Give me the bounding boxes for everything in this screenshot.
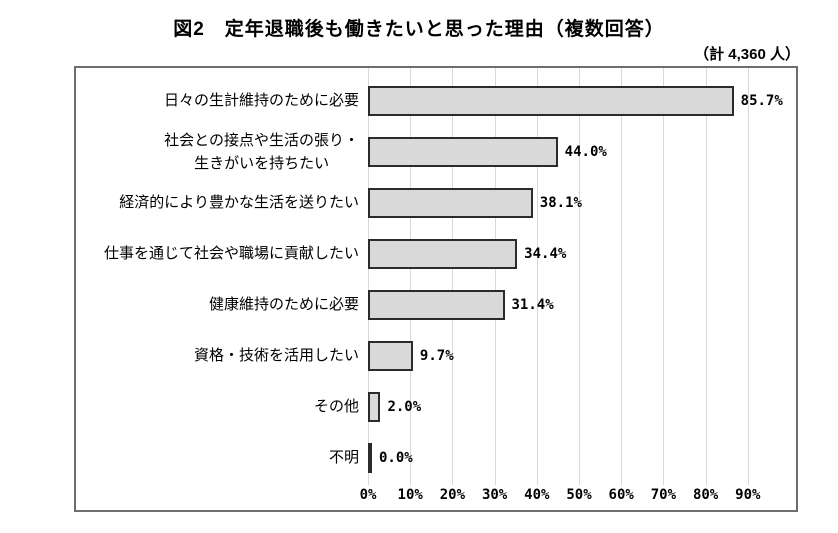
category-label: 資格・技術を活用したい: [193, 347, 359, 364]
x-tick-label: 10%: [397, 487, 423, 503]
gridline-40%: [536, 68, 538, 485]
bar-row: 日々の生計維持のために必要 85.7%: [76, 75, 796, 126]
value-label: 2.0%: [387, 398, 422, 415]
category-label-cell: 健康維持のために必要: [76, 293, 368, 316]
category-label-cell: 不明: [76, 446, 368, 469]
bar-row: 資格・技術を活用したい 9.7%: [76, 330, 796, 381]
bar: [368, 391, 381, 422]
bar-track: 44.0%: [368, 126, 796, 177]
gridline-50%: [579, 68, 580, 485]
category-label: 不明: [328, 449, 359, 466]
bar: [368, 442, 372, 473]
bar-row: 社会との接点や生活の張り・ 生きがいを持ちたい 44.0%: [76, 126, 796, 177]
bar-row: その他 2.0%: [76, 381, 796, 432]
gridline-70%: [663, 68, 665, 485]
gridline-10%: [410, 68, 412, 485]
value-label: 44.0%: [564, 143, 607, 160]
category-label: 日々の生計維持のために必要: [163, 92, 359, 109]
value-label: 85.7%: [740, 92, 783, 109]
x-tick-label: 80%: [692, 487, 719, 503]
value-label: 31.4%: [511, 296, 554, 313]
value-label: 38.1%: [539, 194, 582, 211]
x-tick-label: 50%: [566, 487, 592, 503]
bar: [368, 187, 533, 218]
bar-track: 34.4%: [368, 228, 796, 279]
bar-track: 31.4%: [368, 279, 796, 330]
bar-track: 2.0%: [368, 381, 796, 432]
x-tick-label: 70%: [650, 487, 677, 503]
category-label: 仕事を通じて社会や職場に貢献したい: [103, 245, 359, 262]
category-label-cell: 資格・技術を活用したい: [76, 344, 368, 367]
x-tick-label: 40%: [524, 487, 550, 503]
x-tick-label: 90%: [735, 487, 761, 503]
bar-track: 9.7%: [368, 330, 796, 381]
chart-plot-box: 日々の生計維持のために必要 85.7% 社会との接点や生活の張り・ 生きがいを持ちた…: [74, 66, 798, 512]
bar-row: 不明 0.0%: [76, 432, 796, 483]
bar: [368, 238, 518, 269]
category-label: その他: [313, 398, 359, 415]
bar-track: 0.0%: [368, 432, 796, 483]
bar-row: 仕事を通じて社会や職場に貢献したい 34.4%: [76, 228, 796, 279]
category-label: 社会との接点や生活の張り・ 生きがいを持ちたい: [164, 131, 359, 172]
value-label: 9.7%: [419, 347, 454, 364]
bar-rows: 日々の生計維持のために必要 85.7% 社会との接点や生活の張り・ 生きがいを持ちた…: [76, 75, 796, 483]
bar: [368, 340, 413, 371]
category-label: 経済的により豊かな生活を送りたい: [119, 194, 359, 211]
bar-track: 85.7%: [368, 75, 796, 126]
gridline-0%: [368, 68, 369, 485]
gridline-90%: [747, 68, 749, 485]
value-label: 34.4%: [524, 245, 567, 262]
category-label-cell: 社会との接点や生活の張り・ 生きがいを持ちたい: [76, 129, 368, 175]
gridline-60%: [621, 68, 623, 485]
x-tick-label: 0%: [359, 487, 377, 503]
category-label-cell: 仕事を通じて社会や職場に貢献したい: [76, 242, 368, 265]
x-tick-label: 60%: [608, 487, 634, 503]
x-tick-label: 30%: [481, 487, 508, 503]
category-label-cell: 日々の生計維持のために必要: [76, 89, 368, 112]
bar: [368, 136, 558, 167]
bar-row: 健康維持のために必要 31.4%: [76, 279, 796, 330]
value-label: 0.0%: [379, 449, 413, 466]
bar: [368, 85, 734, 116]
bar-row: 経済的により豊かな生活を送りたい 38.1%: [76, 177, 796, 228]
total-respondents-label: （計 4,360 人）: [694, 46, 800, 63]
gridline-30%: [494, 68, 496, 485]
x-tick-label: 20%: [439, 487, 466, 503]
category-label-cell: その他: [76, 395, 368, 418]
gridline-20%: [452, 68, 454, 485]
chart-title: 図2 定年退職後も働きたいと思った理由（複数回答）: [173, 19, 665, 40]
gridline-80%: [705, 68, 707, 485]
category-label-cell: 経済的により豊かな生活を送りたい: [76, 191, 368, 214]
bar-track: 38.1%: [368, 177, 796, 228]
bar: [368, 289, 505, 320]
category-label: 健康維持のために必要: [208, 296, 359, 313]
